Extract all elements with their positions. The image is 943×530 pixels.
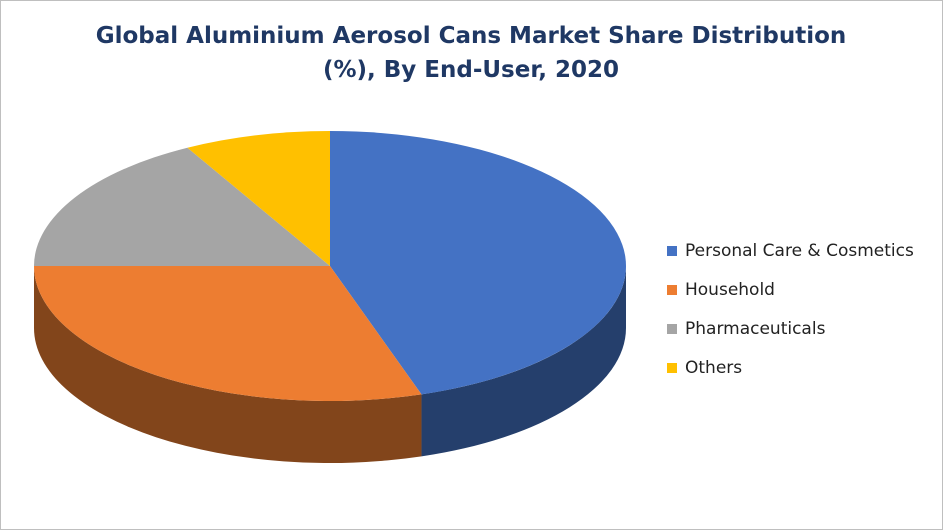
legend-swatch bbox=[667, 363, 677, 373]
legend-label: Pharmaceuticals bbox=[685, 319, 826, 339]
legend-label: Others bbox=[685, 358, 742, 378]
chart-title: Global Aluminium Aerosol Cans Market Sha… bbox=[95, 23, 847, 83]
slice-side bbox=[34, 266, 422, 463]
legend-label: Household bbox=[685, 280, 775, 300]
legend-swatch bbox=[667, 246, 677, 256]
slice bbox=[187, 131, 330, 266]
legend-label: Personal Care & Cosmetics bbox=[685, 241, 914, 261]
slice-side bbox=[421, 266, 626, 457]
legend-swatch bbox=[667, 324, 677, 334]
slice bbox=[330, 131, 627, 395]
slice bbox=[34, 147, 330, 266]
slice bbox=[34, 266, 422, 402]
legend-swatch bbox=[667, 285, 677, 295]
